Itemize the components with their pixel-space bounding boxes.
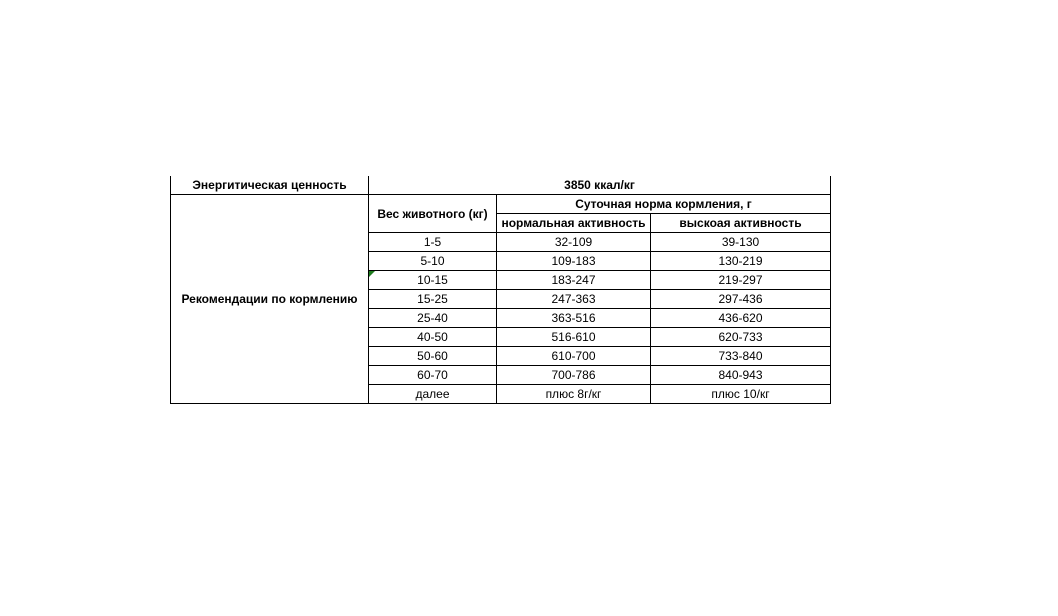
high-activity-cell[interactable]: 733-840: [650, 346, 831, 366]
high-activity-cell[interactable]: 39-130: [650, 232, 831, 252]
normal-activity-cell[interactable]: плюс 8г/кг: [496, 384, 651, 404]
weight-cell[interactable]: 15-25: [368, 289, 497, 309]
high-activity-cell[interactable]: 297-436: [650, 289, 831, 309]
normal-activity-cell[interactable]: 700-786: [496, 365, 651, 385]
high-activity-cell[interactable]: 130-219: [650, 251, 831, 271]
weight-cell[interactable]: 40-50: [368, 327, 497, 347]
normal-activity-cell[interactable]: 610-700: [496, 346, 651, 366]
energy-value[interactable]: 3850 ккал/кг: [368, 176, 831, 195]
high-activity-cell[interactable]: 840-943: [650, 365, 831, 385]
weight-cell[interactable]: 5-10: [368, 251, 497, 271]
normal-activity-header[interactable]: нормальная активность: [496, 213, 651, 233]
table-row: 25-40 363-516 436-620: [171, 308, 831, 328]
table-row: 10-15 183-247 219-297: [171, 270, 831, 290]
high-activity-cell[interactable]: 620-733: [650, 327, 831, 347]
table-row: 60-70 700-786 840-943: [171, 365, 831, 385]
weight-cell[interactable]: далее: [368, 384, 497, 404]
feeding-table: Энергитическая ценность 3850 ккал/кг Рек…: [170, 176, 831, 404]
header-row: Рекомендации по кормлению Вес животного …: [170, 194, 831, 404]
high-activity-cell[interactable]: 219-297: [650, 270, 831, 290]
weight-cell[interactable]: 10-15: [368, 270, 497, 290]
weight-cell[interactable]: 25-40: [368, 308, 497, 328]
table-row: далее плюс 8г/кг плюс 10/кг: [171, 384, 831, 404]
table-row: 40-50 516-610 620-733: [171, 327, 831, 347]
normal-activity-cell[interactable]: 183-247: [496, 270, 651, 290]
high-activity-cell[interactable]: 436-620: [650, 308, 831, 328]
daily-norm-header[interactable]: Суточная норма кормления, г: [496, 194, 831, 214]
normal-activity-cell[interactable]: 32-109: [496, 232, 651, 252]
table-row: 50-60 610-700 733-840: [171, 346, 831, 366]
normal-activity-cell[interactable]: 247-363: [496, 289, 651, 309]
weight-cell[interactable]: 60-70: [368, 365, 497, 385]
weight-header[interactable]: Вес животного (кг): [368, 194, 497, 233]
high-activity-header[interactable]: выскоая активность: [650, 213, 831, 233]
normal-activity-cell[interactable]: 363-516: [496, 308, 651, 328]
table-row: 15-25 247-363 297-436: [171, 289, 831, 309]
normal-activity-cell[interactable]: 516-610: [496, 327, 651, 347]
weight-cell[interactable]: 1-5: [368, 232, 497, 252]
energy-row: Энергитическая ценность 3850 ккал/кг: [170, 176, 831, 195]
high-activity-cell[interactable]: плюс 10/кг: [650, 384, 831, 404]
weight-cell[interactable]: 50-60: [368, 346, 497, 366]
recommendations-label[interactable]: Рекомендации по кормлению: [170, 194, 369, 404]
energy-label[interactable]: Энергитическая ценность: [170, 176, 369, 195]
normal-activity-cell[interactable]: 109-183: [496, 251, 651, 271]
comment-marker-icon: [369, 271, 375, 277]
